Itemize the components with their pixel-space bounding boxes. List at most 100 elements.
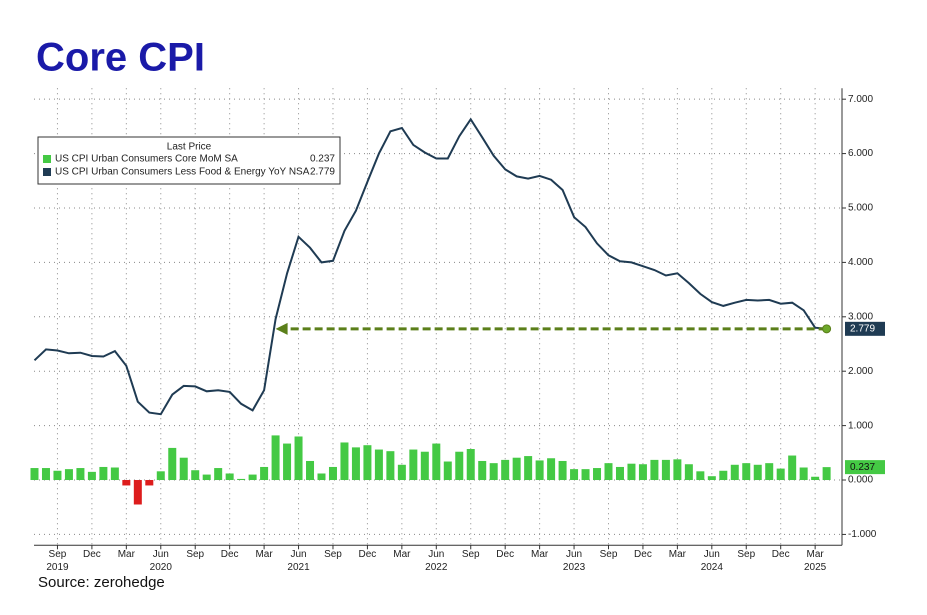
legend-value: 0.237 xyxy=(310,154,335,165)
bar xyxy=(684,464,693,481)
bar xyxy=(374,449,383,481)
y-tick-label: 3.000 xyxy=(848,311,873,322)
bar xyxy=(638,464,647,481)
x-tick-label: Jun xyxy=(704,549,720,560)
legend-label: US CPI Urban Consumers Core MoM SA xyxy=(55,154,238,165)
x-tick-label: Mar xyxy=(669,549,687,560)
bar xyxy=(271,435,280,481)
value-tag xyxy=(845,321,885,336)
bar xyxy=(317,473,326,481)
bar xyxy=(776,468,785,481)
x-tick-label: Mar xyxy=(255,549,273,560)
x-tick-label: Jun xyxy=(566,549,582,560)
x-year-label: 2019 xyxy=(46,562,69,573)
bar xyxy=(466,449,475,481)
x-tick-label: Mar xyxy=(807,549,825,560)
bar xyxy=(260,466,269,481)
bar xyxy=(191,470,200,481)
x-tick-label: Dec xyxy=(83,549,101,560)
bar xyxy=(535,460,544,481)
bar xyxy=(627,463,636,481)
bar xyxy=(122,480,131,486)
bar xyxy=(661,459,670,481)
bar xyxy=(730,464,739,481)
arrow-end xyxy=(822,324,832,334)
x-tick-label: Mar xyxy=(118,549,136,560)
bar xyxy=(420,451,429,481)
bar xyxy=(30,468,39,481)
legend-title: Last Price xyxy=(167,142,212,153)
bar xyxy=(351,447,360,481)
x-tick-label: Dec xyxy=(772,549,790,560)
y-tick-label: 4.000 xyxy=(848,257,873,268)
x-tick-label: Sep xyxy=(462,549,480,560)
value-tag xyxy=(845,460,885,475)
x-year-label: 2023 xyxy=(563,562,586,573)
bar xyxy=(145,480,154,486)
bar xyxy=(41,468,50,481)
bar xyxy=(604,463,613,481)
bar xyxy=(593,468,602,481)
x-tick-label: Sep xyxy=(186,549,204,560)
bar xyxy=(214,468,223,481)
bar xyxy=(363,445,372,481)
bar xyxy=(524,456,533,481)
bar xyxy=(99,466,108,481)
x-tick-label: Dec xyxy=(496,549,514,560)
x-year-label: 2025 xyxy=(804,562,827,573)
x-tick-label: Sep xyxy=(324,549,342,560)
bar xyxy=(788,455,797,481)
x-tick-label: Mar xyxy=(393,549,411,560)
bar xyxy=(707,476,716,481)
bar xyxy=(64,469,73,481)
bar xyxy=(489,463,498,481)
source: Source: zerohedge xyxy=(38,574,165,591)
x-tick-label: Sep xyxy=(49,549,67,560)
y-tick-label: -1.000 xyxy=(848,529,877,540)
x-tick-label: Jun xyxy=(428,549,444,560)
y-tick-label: 1.000 xyxy=(848,420,873,431)
bar xyxy=(443,461,452,481)
x-tick-label: Dec xyxy=(634,549,652,560)
bar xyxy=(306,460,315,481)
bar xyxy=(455,451,464,481)
value-tag-label: 0.237 xyxy=(850,462,875,473)
bar xyxy=(397,464,406,481)
y-tick-label: 0.000 xyxy=(848,475,873,486)
line xyxy=(33,117,827,416)
legend-box xyxy=(37,136,341,185)
bar xyxy=(87,471,96,481)
arrow-head xyxy=(275,322,288,335)
x-tick-label: Sep xyxy=(737,549,755,560)
bar xyxy=(753,464,762,481)
bar xyxy=(179,457,188,481)
x-tick-label: Sep xyxy=(600,549,618,560)
bar xyxy=(478,460,487,481)
x-tick-label: Jun xyxy=(290,549,306,560)
legend-swatch xyxy=(43,155,51,163)
bar xyxy=(409,449,418,481)
x-tick-label: Dec xyxy=(359,549,377,560)
bar xyxy=(328,466,337,481)
bar xyxy=(133,480,142,505)
bar xyxy=(237,478,246,481)
bar xyxy=(570,469,579,481)
x-year-label: 2020 xyxy=(150,562,173,573)
x-year-label: 2021 xyxy=(287,562,310,573)
value-tag-label: 2.779 xyxy=(850,323,875,334)
bar xyxy=(53,470,62,481)
legend-label: US CPI Urban Consumers Less Food & Energ… xyxy=(55,167,310,178)
bar xyxy=(696,471,705,481)
bar xyxy=(501,459,510,481)
bar xyxy=(76,468,85,481)
bar xyxy=(156,471,165,481)
legend-value: 2.779 xyxy=(310,167,335,178)
bar xyxy=(673,459,682,481)
x-year-label: 2022 xyxy=(425,562,448,573)
bar xyxy=(168,447,177,481)
bar xyxy=(558,460,567,481)
bar xyxy=(765,463,774,481)
bar xyxy=(386,451,395,481)
bar xyxy=(719,470,728,481)
